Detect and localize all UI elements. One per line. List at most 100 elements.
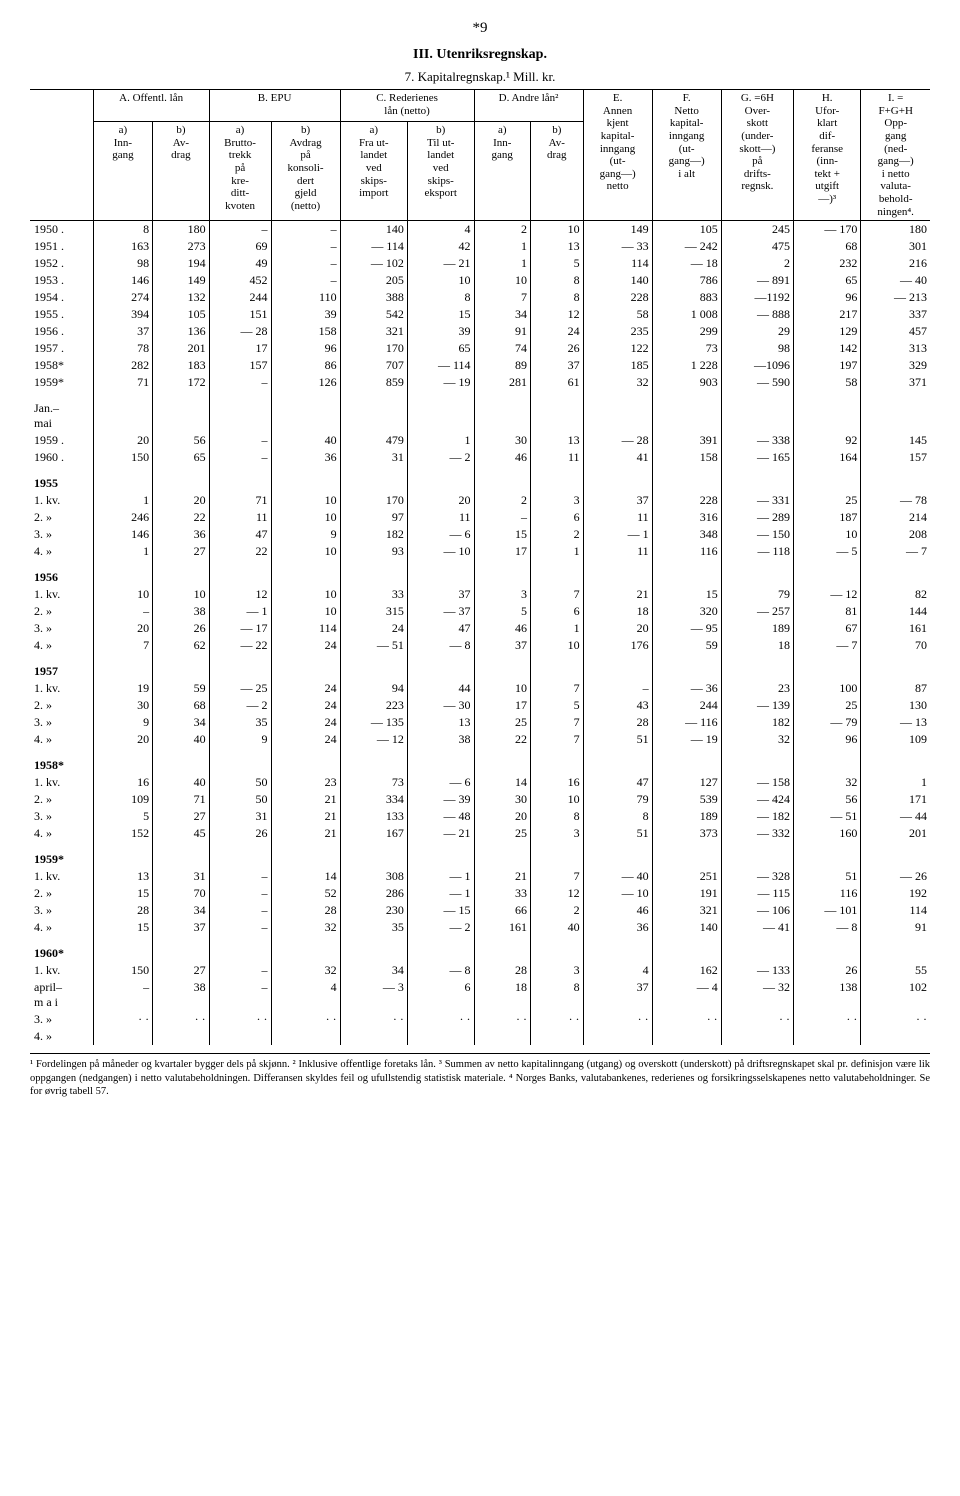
cell: 70: [861, 637, 930, 654]
cell: 46: [474, 620, 531, 637]
cell: 6: [531, 509, 584, 526]
cell: 201: [153, 340, 209, 357]
cell: 79: [721, 586, 793, 603]
cell: 4: [271, 979, 340, 1011]
table-row: 1959 .2056–4047913013— 28391— 33892145: [30, 432, 930, 449]
row-label: 3. »: [30, 714, 93, 731]
cell: 50: [209, 791, 271, 808]
cell: 192: [861, 885, 930, 902]
row-label: 1959*: [30, 842, 93, 868]
cell: [794, 466, 861, 492]
cell: 194: [153, 255, 209, 272]
table-row: 1958*28218315786707— 11489371851 228—109…: [30, 357, 930, 374]
cell: — 1: [583, 526, 652, 543]
row-label: 3. »: [30, 526, 93, 543]
cell: 68: [794, 238, 861, 255]
cell: –: [583, 680, 652, 697]
cell: 17: [474, 543, 531, 560]
table-row: 2. »2462211109711–611316— 289187214: [30, 509, 930, 526]
cell: 51: [583, 731, 652, 748]
cell: 31: [340, 449, 407, 466]
cell: — 150: [721, 526, 793, 543]
cell: 27: [153, 808, 209, 825]
cell: 10: [93, 586, 153, 603]
cell: 1: [474, 255, 531, 272]
cell: 150: [93, 449, 153, 466]
cell: 205: [340, 272, 407, 289]
cell: [271, 936, 340, 962]
cell: 116: [652, 543, 721, 560]
cell: 59: [652, 637, 721, 654]
cell: [583, 936, 652, 962]
cell: [583, 466, 652, 492]
cell: 12: [531, 885, 584, 902]
cell: –: [209, 432, 271, 449]
cell: 15: [474, 526, 531, 543]
cell: — 115: [721, 885, 793, 902]
cell: — 118: [721, 543, 793, 560]
cell: 144: [861, 603, 930, 620]
cell: 24: [340, 620, 407, 637]
cell: 70: [153, 885, 209, 902]
cell: 10: [531, 637, 584, 654]
cell: [153, 936, 209, 962]
header-Ab: b)Av-drag: [153, 122, 209, 221]
cell: [721, 936, 793, 962]
cell: 3: [531, 492, 584, 509]
cell: 25: [474, 714, 531, 731]
row-label: 1950 .: [30, 221, 93, 239]
cell: 24: [271, 697, 340, 714]
row-label: 1953 .: [30, 272, 93, 289]
cell: 11: [209, 509, 271, 526]
cell: [652, 842, 721, 868]
cell: [153, 560, 209, 586]
cell: 13: [531, 432, 584, 449]
cell: 91: [474, 323, 531, 340]
cell: [531, 391, 584, 432]
table-row: 3. »2026— 17114244746120— 9518967161: [30, 620, 930, 637]
cell: — 41: [721, 919, 793, 936]
table-row: 4. »: [30, 1028, 930, 1045]
cell: — 4: [652, 979, 721, 1011]
table-row: 1950 .8180––1404210149105245— 170180: [30, 221, 930, 239]
cell: 157: [209, 357, 271, 374]
cell: 22: [209, 543, 271, 560]
cell: 10: [271, 543, 340, 560]
cell: 34: [474, 306, 531, 323]
cell: [209, 391, 271, 432]
cell: · ·: [93, 1011, 153, 1028]
cell: [271, 842, 340, 868]
cell: [340, 748, 407, 774]
cell: 15: [93, 919, 153, 936]
cell: 142: [794, 340, 861, 357]
cell: 539: [652, 791, 721, 808]
cell: 286: [340, 885, 407, 902]
cell: [209, 560, 271, 586]
cell: 32: [271, 962, 340, 979]
cell: 25: [474, 825, 531, 842]
cell: — 6: [407, 774, 474, 791]
cell: –: [209, 885, 271, 902]
cell: 191: [652, 885, 721, 902]
cell: 7: [531, 731, 584, 748]
cell: 321: [652, 902, 721, 919]
cell: [407, 466, 474, 492]
cell: [531, 1028, 584, 1045]
cell: [340, 654, 407, 680]
table-row: 1954 .274132244110388878228883—119296— 2…: [30, 289, 930, 306]
cell: [583, 1028, 652, 1045]
row-label: 4. »: [30, 825, 93, 842]
cell: 251: [652, 868, 721, 885]
cell: 10: [271, 603, 340, 620]
cell: 20: [93, 432, 153, 449]
table-row: 2. »1570–52286— 13312— 10191— 115116192: [30, 885, 930, 902]
cell: 15: [407, 306, 474, 323]
cell: [271, 748, 340, 774]
cell: 457: [861, 323, 930, 340]
header-H: H.Ufor-klartdif-feranse(inn-tekt +utgift…: [794, 90, 861, 221]
cell: 74: [474, 340, 531, 357]
cell: 130: [861, 697, 930, 714]
cell: 136: [153, 323, 209, 340]
cell: 132: [153, 289, 209, 306]
cell: 4: [407, 221, 474, 239]
